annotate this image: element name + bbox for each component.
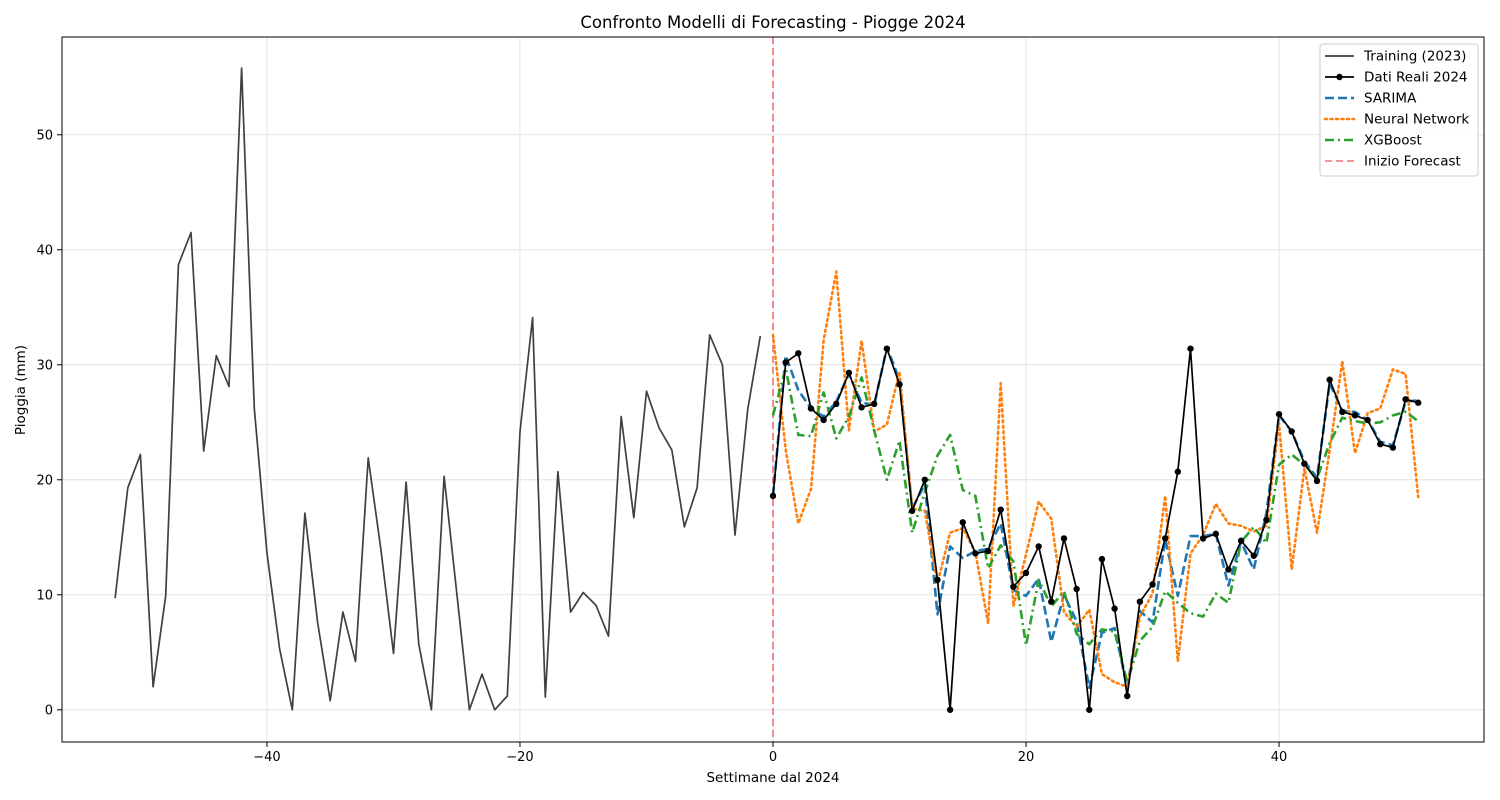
- data-point-dati-reali-2024: [1022, 569, 1030, 577]
- series-group: [114, 67, 1422, 713]
- data-point-dati-reali-2024: [833, 400, 840, 408]
- data-point-dati-reali-2024: [997, 506, 1004, 513]
- data-point-dati-reali-2024: [1010, 583, 1017, 590]
- y-tick-label: 40: [36, 243, 53, 258]
- data-point-dati-reali-2024: [1212, 530, 1219, 538]
- data-point-dati-reali-2024: [1199, 535, 1207, 542]
- data-point-dati-reali-2024: [1415, 399, 1422, 406]
- x-tick-label: 40: [1271, 750, 1288, 765]
- legend-label-neural-network: Neural Network: [1364, 112, 1469, 128]
- data-point-dati-reali-2024: [1237, 537, 1245, 544]
- data-point-dati-reali-2024: [1402, 396, 1409, 403]
- data-point-dati-reali-2024: [921, 476, 929, 483]
- axis-ticks: −40 −20 0 20 40 0 10 20 30 40 50: [36, 128, 1287, 765]
- legend: Training (2023) Dati Reali 2024 SARIMA Neur…: [1319, 43, 1479, 177]
- data-point-dati-reali-2024: [1136, 598, 1144, 605]
- data-point-dati-reali-2024: [795, 350, 802, 357]
- x-tick-label: 0: [769, 750, 777, 765]
- data-point-dati-reali-2024: [908, 507, 916, 515]
- legend-marker-dati-reali-2024: [1336, 73, 1343, 81]
- data-point-dati-reali-2024: [1098, 555, 1106, 563]
- legend-label-xgboost: XGBoost: [1364, 133, 1422, 149]
- data-point-dati-reali-2024: [1326, 376, 1333, 383]
- data-point-dati-reali-2024: [1339, 408, 1346, 416]
- series-line-dati-reali-2024: [772, 347, 1419, 711]
- x-tick-label: 20: [1018, 750, 1035, 765]
- data-point-dati-reali-2024: [769, 492, 777, 500]
- data-point-dati-reali-2024: [1035, 543, 1042, 550]
- data-point-dati-reali-2024: [1187, 345, 1194, 352]
- data-point-dati-reali-2024: [1225, 566, 1232, 573]
- data-point-dati-reali-2024: [871, 400, 878, 408]
- y-tick-label: 50: [36, 128, 53, 143]
- chart-title: Confronto Modelli di Forecasting - Piogg…: [580, 13, 965, 32]
- legend-label-sarima: SARIMA: [1364, 91, 1417, 107]
- data-point-dati-reali-2024: [1086, 706, 1093, 713]
- legend-label-training-2023: Training (2023): [1363, 49, 1466, 65]
- data-point-dati-reali-2024: [1250, 552, 1257, 559]
- data-point-dati-reali-2024: [845, 369, 853, 377]
- y-tick-label: 10: [36, 588, 53, 603]
- data-point-dati-reali-2024: [959, 519, 966, 526]
- data-point-dati-reali-2024: [896, 381, 903, 388]
- data-point-dati-reali-2024: [946, 706, 954, 713]
- data-point-dati-reali-2024: [1263, 516, 1270, 524]
- legend-label-inizio-forecast: Inizio Forecast: [1364, 154, 1461, 170]
- data-point-dati-reali-2024: [1060, 535, 1068, 542]
- series-line-training-2023: [114, 67, 762, 711]
- data-point-dati-reali-2024: [1174, 468, 1182, 475]
- legend-box: [1319, 43, 1479, 177]
- y-axis-label: Pioggia (mm): [13, 345, 29, 435]
- data-point-dati-reali-2024: [1288, 428, 1295, 435]
- data-point-dati-reali-2024: [934, 576, 941, 584]
- data-point-dati-reali-2024: [1389, 444, 1397, 451]
- data-point-dati-reali-2024: [1073, 585, 1080, 593]
- data-point-dati-reali-2024: [972, 550, 979, 557]
- data-point-dati-reali-2024: [1364, 416, 1371, 424]
- x-tick-label: −40: [253, 750, 280, 765]
- data-point-dati-reali-2024: [1313, 477, 1321, 485]
- data-point-dati-reali-2024: [820, 416, 827, 424]
- y-tick-label: 0: [45, 703, 53, 718]
- data-point-dati-reali-2024: [1301, 460, 1308, 467]
- data-point-dati-reali-2024: [883, 345, 891, 352]
- data-point-dati-reali-2024: [1351, 412, 1359, 419]
- data-point-dati-reali-2024: [807, 405, 815, 412]
- data-point-dati-reali-2024: [1124, 692, 1131, 700]
- x-axis-label: Settimane dal 2024: [706, 770, 839, 786]
- data-point-dati-reali-2024: [782, 359, 789, 366]
- data-point-dati-reali-2024: [1377, 440, 1384, 448]
- y-tick-label: 30: [36, 358, 53, 373]
- x-tick-label: −20: [506, 750, 533, 765]
- data-point-dati-reali-2024: [984, 547, 992, 555]
- data-point-dati-reali-2024: [858, 404, 865, 411]
- legend-label-dati-reali-2024: Dati Reali 2024: [1364, 70, 1468, 86]
- y-tick-label: 20: [36, 473, 53, 488]
- data-point-dati-reali-2024: [1048, 598, 1055, 605]
- data-point-dati-reali-2024: [1149, 581, 1156, 588]
- data-point-dati-reali-2024: [1111, 605, 1118, 612]
- data-point-dati-reali-2024: [1275, 411, 1283, 418]
- data-point-dati-reali-2024: [1161, 535, 1169, 542]
